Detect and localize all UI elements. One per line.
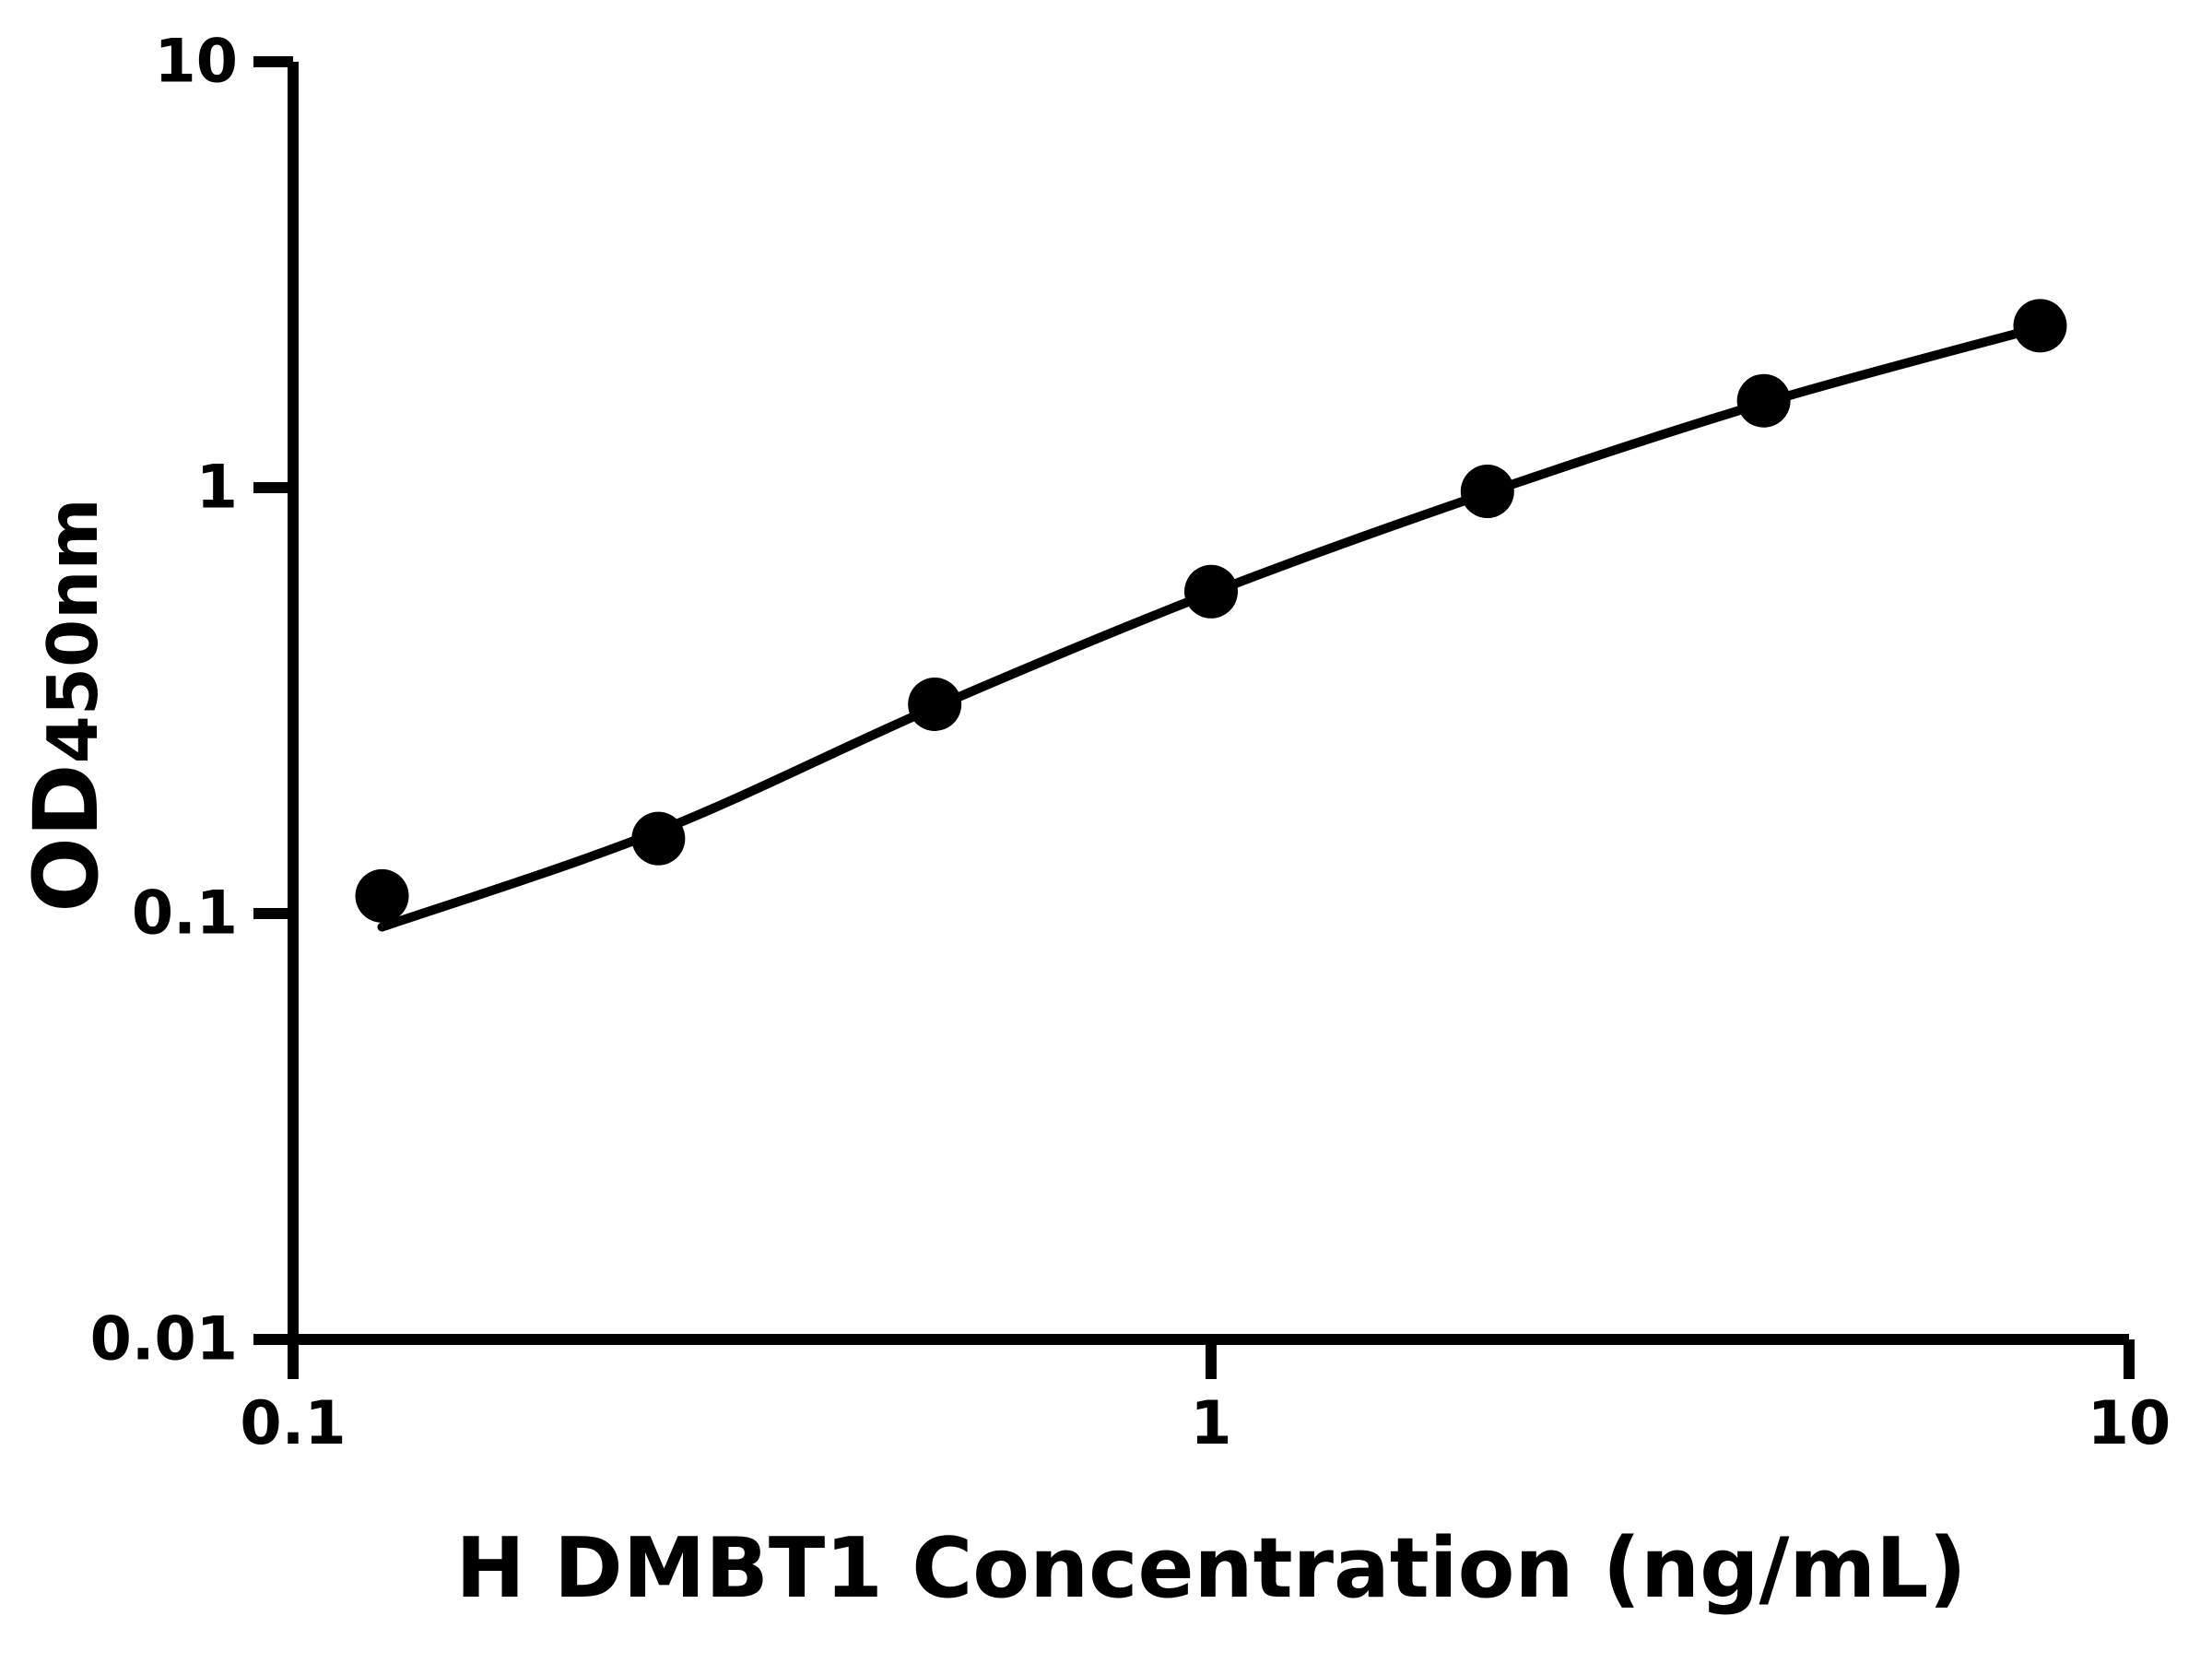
axes-spine — [288, 62, 2129, 1345]
y-axis-title-subscript-text: 450nm — [32, 498, 113, 763]
data-point-marker — [631, 811, 686, 866]
fitted-curve-line — [377, 323, 2045, 932]
data-point-marker — [2013, 299, 2067, 353]
x-tick-label: 1 — [1190, 1389, 1231, 1458]
x-tick-label: 10 — [2088, 1389, 2171, 1458]
x-axis-title: H DMBT1 Concentration (ng/mL) — [455, 1520, 1966, 1617]
y-tick-label: 0.1 — [132, 879, 238, 949]
y-axis-title-main-text: OD — [15, 763, 118, 912]
data-point-marker — [1736, 373, 1791, 428]
data-point-marker — [355, 868, 409, 923]
y-tick-label: 0.01 — [90, 1305, 238, 1374]
data-point-marker — [908, 677, 962, 731]
y-tick-label: 10 — [155, 28, 238, 97]
data-point-marker — [1460, 465, 1514, 519]
data-point-marker — [1184, 564, 1238, 619]
y-axis-title: OD450nm — [15, 498, 118, 912]
y-tick-label: 1 — [196, 454, 238, 523]
x-tick-label: 0.1 — [240, 1389, 346, 1458]
